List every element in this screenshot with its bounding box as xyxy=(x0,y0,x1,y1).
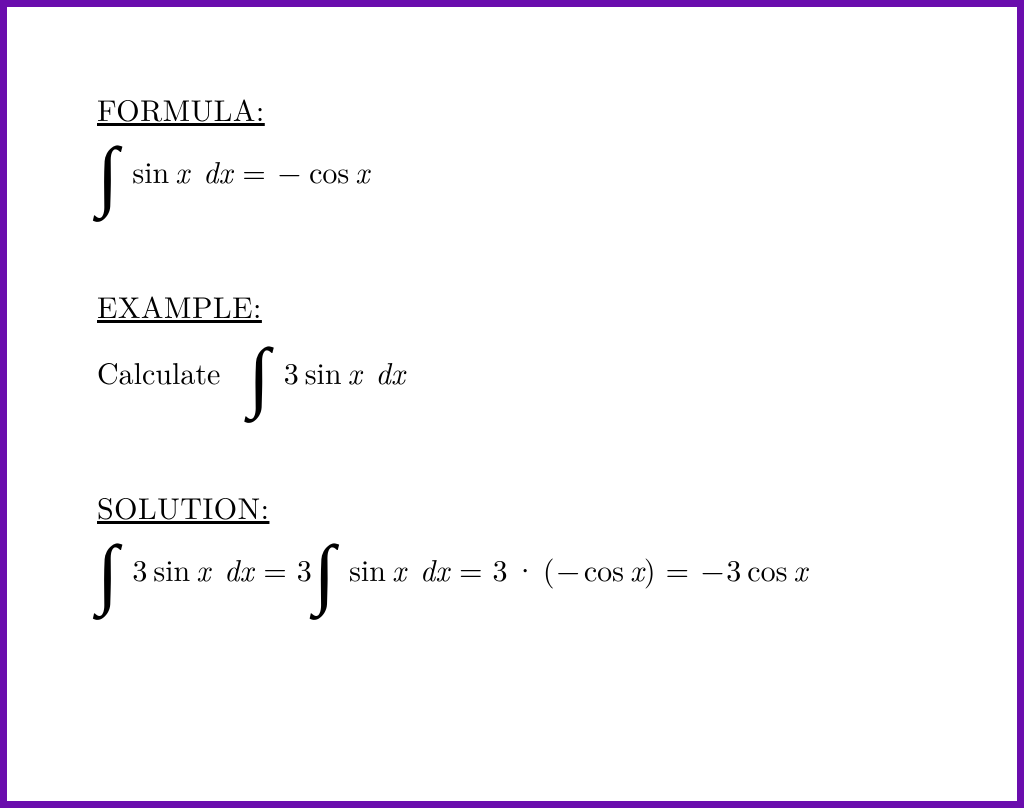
minus: − xyxy=(701,554,724,584)
equals: = xyxy=(459,554,482,584)
cdot: · xyxy=(513,554,536,584)
lparen: ( xyxy=(543,554,555,584)
var-x: x xyxy=(175,156,189,186)
integral-icon: ∫ xyxy=(314,534,343,604)
cos-text: cos xyxy=(747,554,787,584)
dx: dx xyxy=(203,156,232,186)
solution-section: SOLUTION: ∫ 3 sin x dx = 3 ∫ sin x dx = … xyxy=(97,485,927,604)
equals: = xyxy=(263,554,286,584)
sin-text: sin xyxy=(305,357,342,387)
sin-text: sin xyxy=(349,554,386,584)
solution-math: ∫ 3 sin x dx = 3 ∫ sin x dx = 3 · ( − co… xyxy=(97,534,927,604)
equals: = xyxy=(242,156,265,186)
sin-text: sin xyxy=(153,554,190,584)
example-math: Calculate ∫ 3 sin x dx xyxy=(97,337,927,407)
equals: = xyxy=(666,554,689,584)
cos-text: cos xyxy=(309,156,349,186)
cos-text: cos xyxy=(584,554,624,584)
var-x: x xyxy=(630,554,644,584)
dx: dx xyxy=(420,554,449,584)
coef-3: 3 xyxy=(492,554,507,584)
solution-heading: SOLUTION: xyxy=(97,485,927,528)
var-x: x xyxy=(355,156,369,186)
var-x: x xyxy=(196,554,210,584)
calculate-label: Calculate xyxy=(97,357,220,387)
coef-3: 3 xyxy=(132,554,147,584)
example-heading: EXAMPLE: xyxy=(97,284,927,327)
integral-icon: ∫ xyxy=(97,136,126,206)
integral-icon: ∫ xyxy=(248,337,277,407)
formula-section: FORMULA: ∫ sin x dx = − cos x xyxy=(97,87,927,206)
dx: dx xyxy=(375,357,404,387)
rparen: ) xyxy=(644,554,656,584)
sin-text: sin xyxy=(132,156,169,186)
coef-3: 3 xyxy=(297,554,312,584)
minus: − xyxy=(556,554,579,584)
formula-math: ∫ sin x dx = − cos x xyxy=(97,136,927,206)
page: FORMULA: ∫ sin x dx = − cos x EXAMPLE: C… xyxy=(0,0,1024,808)
var-x: x xyxy=(392,554,406,584)
minus: − xyxy=(278,156,301,186)
dx: dx xyxy=(224,554,253,584)
example-section: EXAMPLE: Calculate ∫ 3 sin x dx xyxy=(97,284,927,407)
var-x: x xyxy=(348,357,362,387)
coef-3: 3 xyxy=(726,554,741,584)
coef-3: 3 xyxy=(284,357,299,387)
formula-heading: FORMULA: xyxy=(97,87,927,130)
integral-icon: ∫ xyxy=(97,534,126,604)
var-x: x xyxy=(793,554,807,584)
